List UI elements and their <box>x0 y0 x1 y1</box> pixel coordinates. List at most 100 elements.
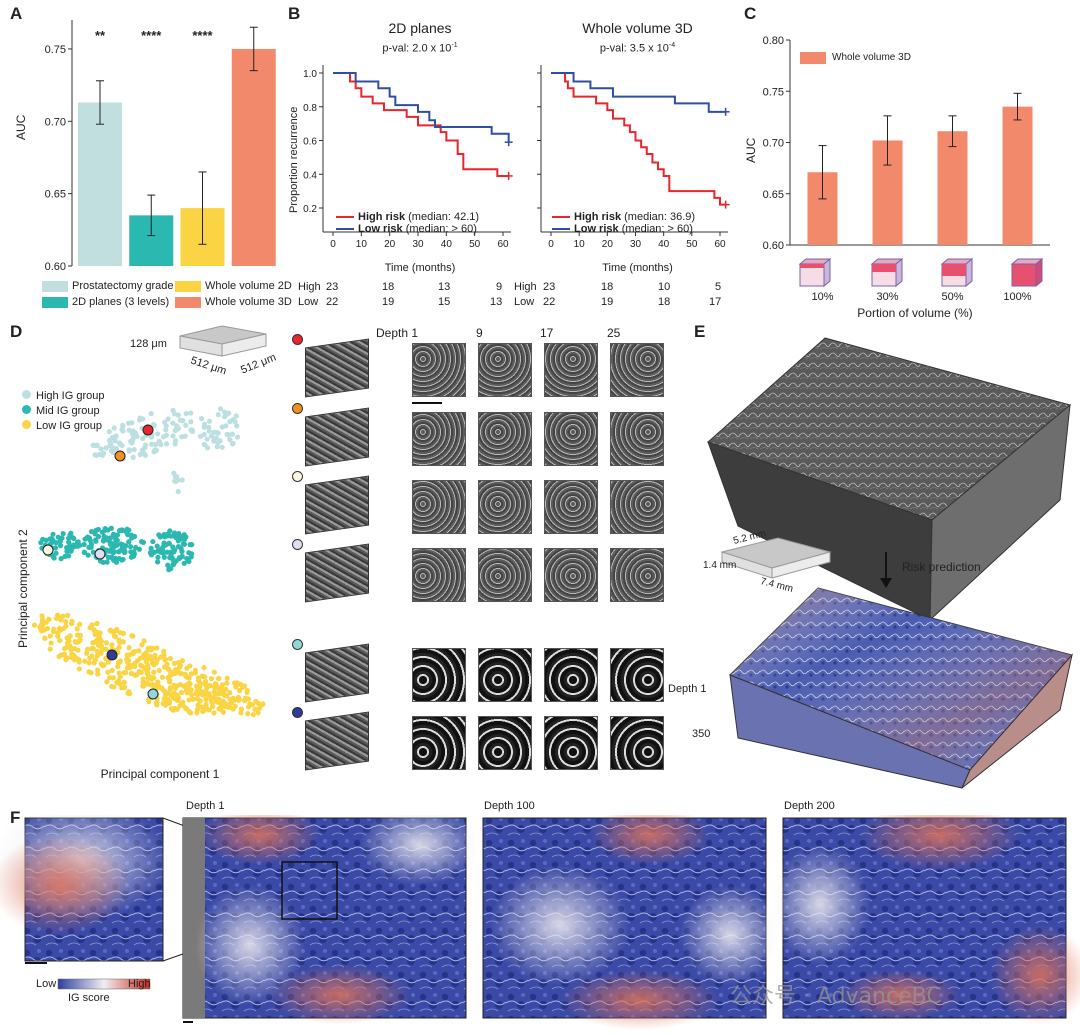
pca-point <box>75 647 81 653</box>
km-x-tick-label: 0 <box>548 239 554 250</box>
pca-point <box>109 554 115 561</box>
pca-point <box>232 419 238 425</box>
y-tick-label: 0.65 <box>45 189 66 201</box>
pca-point <box>179 548 185 555</box>
pca-point <box>77 542 83 548</box>
depth-label: 25 <box>607 326 621 340</box>
pca-point <box>88 541 95 547</box>
pca-point <box>64 644 70 650</box>
pca-point <box>175 659 182 666</box>
pca-point <box>179 477 185 483</box>
highlighted-sample <box>147 688 159 700</box>
pca-point <box>234 434 241 440</box>
pca-ylabel: Principal component 2 <box>16 529 30 648</box>
km-y-tick-label: 0.6 <box>303 137 317 148</box>
pca-point <box>60 530 66 537</box>
pca-point <box>170 433 176 439</box>
pca-point <box>58 556 64 562</box>
ig-heatmaps <box>0 815 1080 1030</box>
pca-point <box>90 442 96 448</box>
pca-point <box>195 677 202 684</box>
depth-tile <box>610 412 664 466</box>
km-right-title: Whole volume 3D <box>582 20 693 36</box>
pca-point <box>57 543 64 549</box>
bar <box>231 48 276 266</box>
pca-point <box>196 686 202 692</box>
risk-cell: 19 <box>601 296 614 308</box>
km-y-tick-label: 1.0 <box>303 69 317 80</box>
pca-point <box>154 645 160 651</box>
depth-tile <box>478 480 532 534</box>
pca-point <box>137 451 143 458</box>
depth-label: 17 <box>540 326 554 340</box>
pca-point <box>129 420 135 426</box>
pca-point <box>161 652 167 658</box>
pca-point <box>149 441 155 447</box>
pca-point <box>171 561 177 567</box>
pca-point <box>142 452 148 458</box>
pca-point <box>177 703 183 709</box>
legend-label: Whole volume 2D <box>205 280 292 292</box>
pca-point <box>115 663 121 669</box>
tissue-cube <box>305 338 369 398</box>
panel-d-label: D <box>10 322 23 341</box>
pca-point <box>148 552 155 558</box>
pca-point <box>152 652 158 658</box>
panel-a-chart: 0.600.650.700.75** **** **** <box>45 20 276 273</box>
cube-10 <box>798 257 832 288</box>
pca-point <box>111 633 117 639</box>
km-x-tick-label: 50 <box>469 239 481 250</box>
pca-point <box>162 702 169 708</box>
depth-tile <box>412 648 466 702</box>
pca-point <box>159 674 166 680</box>
pca-point <box>66 638 72 644</box>
pca-point <box>98 661 104 667</box>
pca-point <box>103 640 110 646</box>
y-tick-label: 0.60 <box>45 261 66 273</box>
pca-point <box>175 695 182 701</box>
km-left-legend-high: High risk (median: 42.1) <box>336 211 479 223</box>
pca-point <box>88 670 94 676</box>
pca-point <box>117 630 124 636</box>
pca-point <box>39 613 45 619</box>
cube-100 <box>1010 257 1044 288</box>
volume-depth-bottom: 350 <box>692 728 711 740</box>
panel-a-legend: Prostatectomy grade 2D planes (3 levels)… <box>42 280 292 312</box>
pca-point <box>103 646 109 652</box>
km-left-title: 2D planes <box>388 20 452 36</box>
pca-point <box>68 647 74 653</box>
pca-point <box>127 544 134 550</box>
pca-point <box>88 528 95 535</box>
km-x-tick-label: 40 <box>658 239 670 250</box>
pca-point <box>245 711 251 717</box>
panel-e-label: E <box>694 322 706 341</box>
pca-point <box>56 653 62 660</box>
pca-point <box>116 549 122 555</box>
depth-tile <box>610 480 664 534</box>
highlighted-sample <box>106 649 118 661</box>
pca-point <box>116 678 122 684</box>
legend-label: Low IG group <box>36 420 103 432</box>
pca-point <box>178 689 185 696</box>
sample-marker <box>292 639 303 650</box>
pca-point <box>259 702 265 708</box>
km-curve <box>551 72 726 113</box>
panel-c-ylabel: AUC <box>744 137 758 163</box>
pca-point <box>53 545 59 551</box>
pca-point <box>155 679 161 685</box>
pca-point <box>98 638 105 644</box>
pca-point <box>128 670 135 677</box>
gray-volume <box>707 337 1072 622</box>
risk-cell: 15 <box>438 296 451 308</box>
pca-point <box>219 688 225 694</box>
pca-point <box>224 675 230 681</box>
pca-point <box>206 418 213 424</box>
risk-cell: 5 <box>715 281 722 293</box>
y-tick-label: 0.75 <box>45 44 66 56</box>
pca-point <box>97 630 103 636</box>
panel-f-label: F <box>10 808 21 827</box>
pca-point <box>186 550 192 556</box>
pca-point <box>130 428 136 434</box>
pca-point <box>47 633 53 639</box>
pca-point <box>81 549 87 556</box>
